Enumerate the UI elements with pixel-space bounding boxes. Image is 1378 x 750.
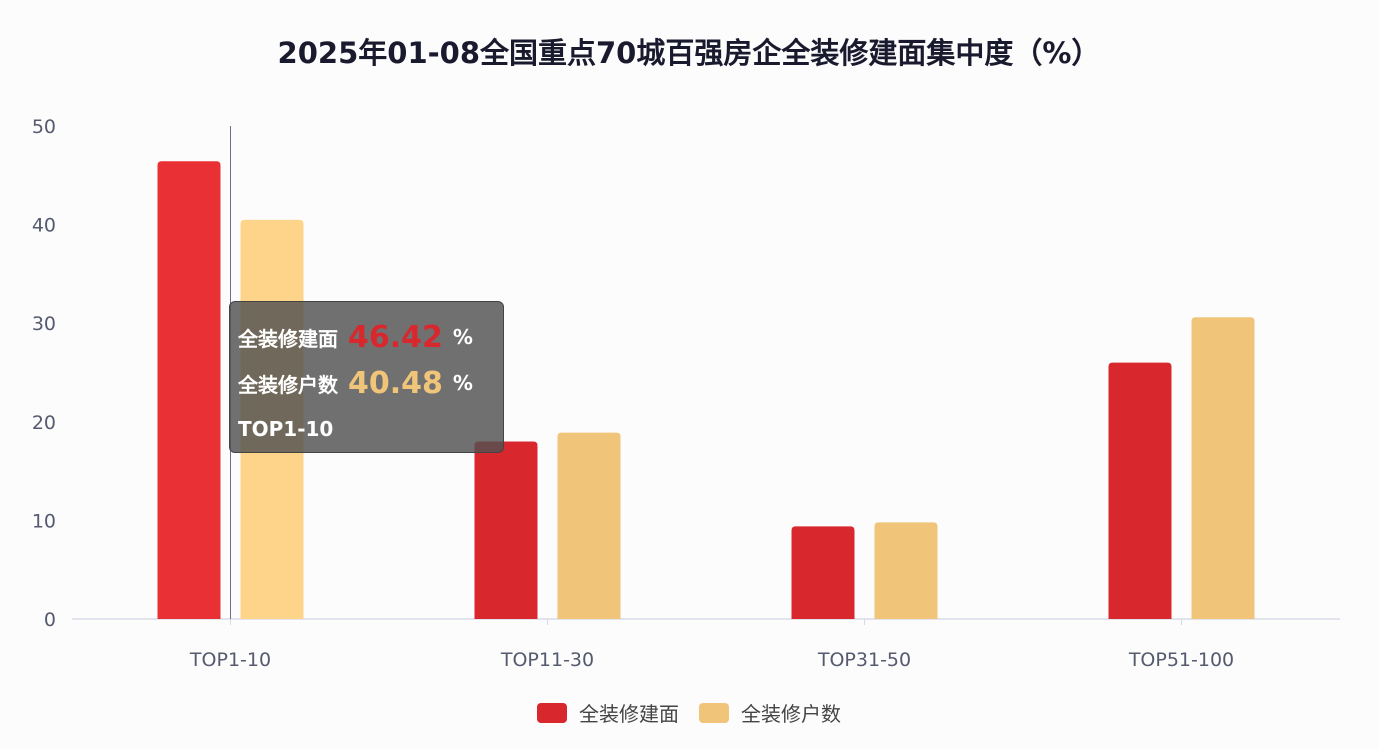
legend-label: 全装修户数 (741, 702, 841, 726)
tooltip-unit: % (452, 325, 473, 349)
bar-units (1191, 317, 1255, 619)
tooltip-label: 全装修户数 (238, 372, 338, 397)
bar-area (474, 441, 538, 619)
tooltip-value: 46.42 (348, 319, 443, 355)
bar-area (157, 161, 221, 619)
x-tick-label: TOP11-30 (500, 649, 594, 671)
tooltip-row: 全装修建面 46.42 % (238, 314, 495, 360)
legend-item[interactable]: 全装修户数 (699, 698, 841, 727)
bar-area (791, 526, 855, 619)
tooltip-unit: % (452, 371, 473, 395)
tooltip: 全装修建面 46.42 % 全装修户数 40.48 % TOP1-10 (229, 301, 504, 453)
chart-title: 2025年01-08全国重点70城百强房企全装修建面集中度（%） (277, 36, 1101, 70)
bar-units (874, 522, 938, 619)
y-tick-label: 30 (32, 313, 56, 335)
legend-item[interactable]: 全装修建面 (537, 698, 679, 727)
tooltip-label: 全装修建面 (238, 326, 338, 351)
y-tick-label: 10 (32, 510, 56, 532)
legend-swatch (537, 702, 567, 723)
tooltip-category: TOP1-10 (238, 417, 334, 441)
y-tick-label: 20 (32, 412, 56, 434)
y-tick-label: 0 (44, 609, 56, 631)
x-tick-label: TOP31-50 (817, 649, 911, 671)
tooltip-row: 全装修户数 40.48 % (238, 360, 495, 406)
bar-area (1108, 362, 1172, 619)
x-tick-label: TOP1-10 (189, 649, 271, 671)
tooltip-value: 40.48 (348, 365, 443, 401)
x-tick-label: TOP51-100 (1128, 649, 1234, 671)
y-tick-label: 50 (32, 116, 56, 138)
legend-label: 全装修建面 (579, 702, 679, 726)
bar-units (557, 432, 621, 619)
legend: 全装修建面 全装修户数 (0, 698, 1378, 727)
y-tick-label: 40 (32, 215, 56, 237)
legend-swatch (699, 702, 729, 723)
